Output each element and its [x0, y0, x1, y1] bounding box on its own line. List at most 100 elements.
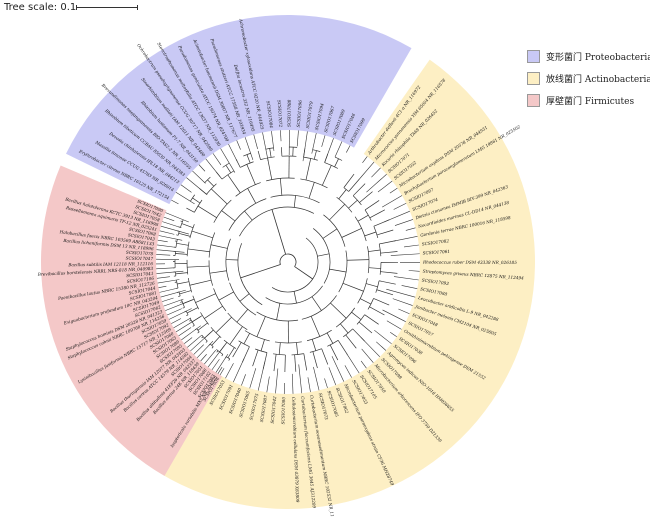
leaf-branch: [360, 162, 374, 179]
leaf-branch: [394, 203, 407, 209]
leaf-branch: [267, 376, 270, 392]
tree-branches: [156, 130, 420, 394]
clade-branch: [212, 347, 213, 348]
clade-branch: [330, 345, 338, 360]
clade-branch: [198, 206, 217, 218]
clade-branch: [349, 200, 358, 208]
clade-arc: [197, 329, 199, 332]
clade-branch: [236, 159, 240, 167]
clade-branch: [222, 211, 235, 221]
clade-branch: [216, 317, 232, 332]
clade-branch: [366, 284, 378, 287]
clade-branch: [187, 308, 198, 313]
clade-arc: [310, 349, 322, 353]
clade-branch: [228, 175, 241, 193]
clade-branch: [186, 315, 188, 316]
leaf-branch: [308, 377, 311, 392]
leaf-branch: [157, 277, 170, 279]
legend-swatch-actinobacteria: [527, 72, 540, 85]
clade-arc: [335, 157, 342, 160]
legend-label-proteobacteria: 变形菌门 Proteobacteria: [546, 50, 650, 63]
clade-branch: [211, 245, 228, 249]
clade-branch: [222, 354, 223, 356]
leaf-branch: [176, 192, 195, 204]
clade-branch: [192, 198, 199, 203]
clade-branch: [206, 341, 207, 342]
clade-branch: [374, 220, 390, 227]
leaf-branch: [156, 254, 170, 255]
legend-swatch-firmicutes: [527, 94, 540, 107]
leaf-branch: [382, 196, 402, 208]
leaf-branch: [394, 236, 418, 241]
clade-branch: [309, 182, 314, 198]
clade-branch: [188, 249, 210, 252]
leaf-branch: [362, 349, 374, 363]
leaf-branch: [297, 130, 298, 146]
clade-branch: [304, 354, 307, 371]
clade-branch: [180, 302, 182, 303]
clade-branch: [270, 148, 271, 157]
leaf-branch: [313, 367, 319, 390]
leaf-branch: [159, 286, 167, 288]
leaf-label: Rhodococcus ruber DSM 43338 NR_026185: [422, 260, 517, 265]
leaf-branch: [166, 213, 189, 222]
leaf-branch: [164, 217, 174, 221]
leaf-branch: [371, 168, 380, 177]
clade-branch: [339, 190, 347, 199]
leaf-branch: [204, 350, 215, 364]
clade-arc: [365, 210, 371, 221]
leaf-branch: [160, 231, 175, 235]
clade-arc: [193, 296, 199, 309]
clade-branch: [233, 342, 242, 357]
clade-branch: [322, 349, 328, 365]
clade-branch: [247, 155, 250, 163]
clade-arc: [190, 195, 194, 202]
leaf-branch: [347, 354, 359, 373]
clade-arc: [239, 207, 313, 236]
leaf-branch: [181, 185, 192, 193]
clade-branch: [312, 339, 316, 350]
clade-branch: [280, 178, 282, 195]
clade-arc: [200, 312, 208, 324]
clade-branch: [343, 283, 364, 291]
leaf-branch: [171, 200, 178, 204]
leaf-branch: [192, 171, 205, 183]
clade-branch: [204, 306, 222, 318]
clade-arc: [190, 224, 194, 238]
clade-branch: [327, 333, 333, 344]
clade-arc: [344, 188, 349, 192]
clade-branch: [344, 174, 354, 188]
leaf-branch: [329, 367, 336, 385]
leaf-label: SCSIO17047: [126, 256, 154, 262]
clade-arc: [190, 318, 194, 325]
clade-branch: [353, 329, 365, 341]
leaf-branch: [390, 188, 397, 193]
leaf-branch: [394, 277, 419, 280]
tree-scale-label: Tree scale: 0.1: [4, 2, 76, 13]
clade-branch: [325, 154, 328, 162]
leaf-branch: [157, 245, 176, 247]
clade-branch: [317, 254, 329, 256]
leaf-label: SCSIO17080: [280, 397, 286, 425]
clade-branch: [296, 343, 297, 355]
clade-arc: [223, 163, 230, 167]
leaf-branch: [391, 254, 420, 256]
leaf-branch: [158, 240, 168, 242]
clade-branch: [346, 335, 357, 348]
clade-branch: [329, 269, 346, 272]
root-branch: [295, 267, 313, 279]
clade-branch: [314, 151, 316, 160]
clade-branch: [208, 180, 214, 186]
legend-item-actinobacteria: 放线菌门 Actinobacteria: [527, 70, 650, 86]
clade-branch: [359, 192, 372, 203]
leaf-branch: [187, 335, 201, 347]
clade-branch: [248, 188, 256, 203]
clade-branch: [181, 221, 183, 222]
leaf-branch: [159, 235, 183, 240]
clade-branch: [294, 291, 296, 303]
leaf-branch: [171, 319, 181, 324]
clade-branch: [192, 316, 202, 322]
clade-branch: [360, 299, 371, 304]
leaf-branch: [406, 228, 416, 231]
leaf-branch: [241, 374, 245, 385]
